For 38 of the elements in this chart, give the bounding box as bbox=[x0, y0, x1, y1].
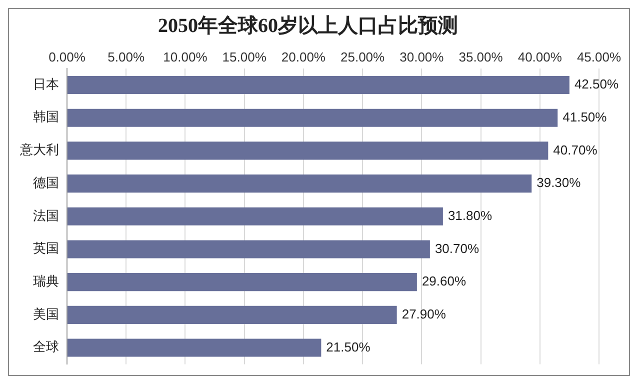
data-label: 29.60% bbox=[422, 274, 466, 289]
x-tick-label: 40.00% bbox=[518, 49, 562, 64]
data-label: 31.80% bbox=[448, 208, 492, 223]
bar bbox=[68, 108, 558, 127]
x-tick-label: 45.00% bbox=[576, 49, 622, 64]
y-tick-label: 瑞典 bbox=[33, 274, 59, 290]
y-tick-label: 韩国 bbox=[33, 110, 59, 126]
bar bbox=[68, 174, 532, 193]
data-label: 27.90% bbox=[402, 306, 446, 322]
bar bbox=[68, 306, 397, 324]
data-label: 41.50% bbox=[562, 109, 608, 124]
y-tick-label: 日本 bbox=[33, 77, 59, 92]
data-label: 40.70% bbox=[553, 142, 598, 158]
data-label: 21.50% bbox=[326, 339, 371, 354]
x-tick-label: 30.00% bbox=[400, 49, 444, 64]
x-tick-label: 35.00% bbox=[458, 49, 504, 64]
data-label: 30.70% bbox=[434, 240, 480, 256]
data-label: 39.30% bbox=[536, 175, 582, 190]
x-tick-label: 20.00% bbox=[281, 49, 326, 64]
y-tick-label: 意大利 bbox=[19, 143, 59, 158]
x-tick-label: 10.00% bbox=[163, 49, 208, 64]
chart-title: 2050年全球60岁以上人口占比预测 bbox=[158, 15, 458, 38]
x-tick-label: 0.00% bbox=[48, 49, 86, 64]
y-tick-label: 全球 bbox=[33, 340, 59, 356]
bar bbox=[68, 142, 548, 160]
data-label: 42.50% bbox=[574, 76, 619, 92]
bar bbox=[68, 76, 570, 94]
x-tick-label: 15.00% bbox=[222, 49, 267, 64]
y-tick-label: 英国 bbox=[33, 242, 59, 257]
bar bbox=[68, 338, 322, 357]
y-tick-label: 德国 bbox=[33, 176, 59, 191]
x-tick-label: 5.00% bbox=[108, 49, 145, 64]
bar bbox=[68, 240, 430, 258]
x-tick-label: 25.00% bbox=[340, 49, 386, 64]
y-tick-label: 美国 bbox=[33, 306, 59, 322]
bar bbox=[68, 207, 443, 226]
bar bbox=[68, 273, 417, 292]
y-tick-label: 法国 bbox=[33, 208, 59, 224]
